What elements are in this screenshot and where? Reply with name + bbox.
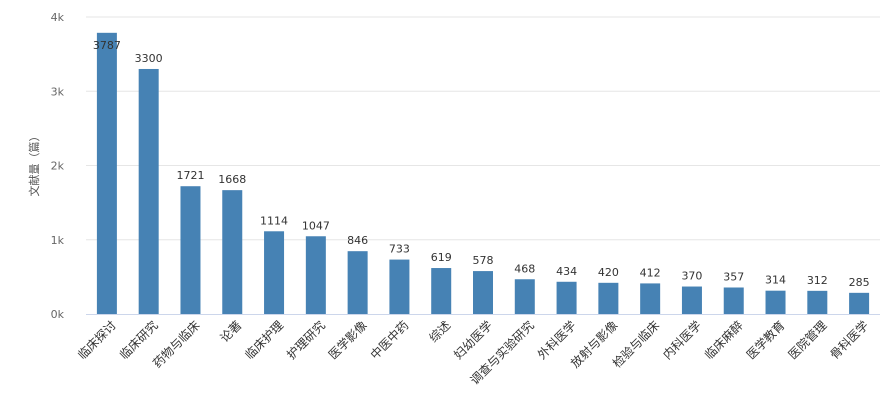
- bar[interactable]: [849, 292, 870, 314]
- data-label: 1668: [218, 173, 246, 186]
- data-label: 1114: [260, 214, 288, 227]
- bar[interactable]: [305, 236, 326, 314]
- x-tick-label: 临床探讨: [75, 318, 119, 362]
- gridlines: [86, 16, 880, 241]
- y-tick-label: 3k: [51, 85, 65, 98]
- bar[interactable]: [598, 282, 619, 314]
- x-tick-label: 医学影像: [325, 318, 370, 363]
- x-tick-label: 中医中药: [367, 318, 412, 363]
- bar[interactable]: [96, 32, 117, 315]
- bar[interactable]: [222, 190, 243, 314]
- bar[interactable]: [681, 286, 702, 314]
- x-tick-label: 临床研究: [116, 318, 161, 363]
- bar[interactable]: [765, 290, 786, 314]
- data-label: 733: [389, 243, 410, 256]
- x-tick-label: 内科医学: [660, 318, 705, 363]
- data-label: 3300: [135, 52, 163, 65]
- y-tick-label: 4k: [51, 11, 65, 24]
- data-label: 846: [347, 234, 368, 247]
- y-axis-ticks: 0k 1k 2k 3k 4k: [51, 11, 65, 321]
- data-label: 370: [681, 270, 702, 283]
- bar[interactable]: [556, 281, 577, 314]
- data-label: 578: [473, 254, 494, 267]
- bars: [96, 32, 870, 315]
- y-tick-label: 0k: [51, 308, 65, 321]
- x-tick-label: 医院管理: [785, 318, 830, 363]
- data-label: 1047: [302, 219, 330, 232]
- x-tick-label: 医学教育: [743, 318, 788, 363]
- bar[interactable]: [264, 231, 285, 314]
- x-tick-label: 临床麻醉: [701, 318, 746, 363]
- data-label: 285: [849, 276, 870, 289]
- bar[interactable]: [473, 271, 493, 314]
- data-label: 468: [514, 262, 535, 275]
- bar[interactable]: [138, 68, 159, 314]
- data-label: 619: [431, 251, 452, 264]
- data-label: 357: [723, 270, 744, 283]
- data-label: 420: [598, 266, 619, 279]
- y-tick-label: 2k: [51, 160, 65, 173]
- bar[interactable]: [180, 186, 201, 314]
- data-label: 434: [556, 265, 577, 278]
- x-tick-label: 临床护理: [242, 318, 286, 362]
- x-tick-label: 骨科医学: [827, 318, 872, 363]
- y-axis-title: 文献量（篇）: [27, 131, 41, 197]
- x-tick-label: 护理研究: [283, 318, 328, 363]
- bar[interactable]: [807, 290, 828, 314]
- bar[interactable]: [347, 251, 368, 314]
- bar[interactable]: [389, 259, 410, 314]
- data-label: 314: [765, 274, 786, 287]
- data-label: 312: [807, 274, 828, 287]
- x-tick-label: 外科医学: [534, 318, 579, 363]
- x-tick-label: 论著: [218, 318, 245, 345]
- x-tick-label: 综述: [426, 318, 453, 345]
- y-tick-label: 1k: [51, 234, 65, 247]
- bar[interactable]: [431, 268, 452, 314]
- data-label: 1721: [176, 169, 204, 182]
- bar[interactable]: [514, 279, 535, 314]
- data-label: 3787: [93, 39, 121, 52]
- x-tick-label: 妇幼医学: [451, 318, 496, 363]
- data-labels: 3787 3300 1721 1668 1114 1047 846 733 619 578 468 4…: [93, 39, 870, 289]
- bar[interactable]: [640, 283, 661, 314]
- bar[interactable]: [723, 287, 744, 314]
- data-label: 412: [640, 266, 661, 279]
